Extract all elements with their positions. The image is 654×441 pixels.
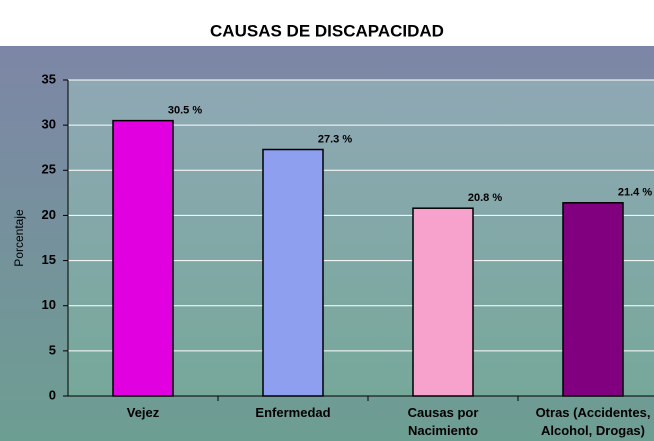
x-tick-label: Otras (Accidentes, Alcohol, Drogas)	[536, 405, 651, 438]
y-tick-label: 20	[42, 207, 56, 222]
y-tick-label: 0	[49, 387, 56, 402]
value-label: 20.8 %	[468, 192, 502, 204]
y-tick-label: 5	[49, 342, 56, 357]
value-label: 30.5 %	[168, 105, 202, 117]
x-tick-label: Causas por Nacimiento	[408, 405, 479, 438]
bar	[112, 119, 174, 397]
y-axis-label: Porcentaje	[12, 209, 26, 267]
value-label: 27.3 %	[318, 133, 352, 145]
value-label: 21.4 %	[618, 187, 652, 199]
bar	[562, 202, 624, 397]
y-tick-label: 30	[42, 117, 56, 132]
y-tick-label: 15	[42, 252, 56, 267]
y-tick-label: 35	[42, 71, 56, 86]
x-tick-label: Enfermedad	[255, 405, 330, 420]
bar	[412, 207, 474, 397]
y-tick-label: 25	[42, 162, 56, 177]
y-tick-label: 10	[42, 297, 56, 312]
x-tick-label: Vejez	[127, 405, 160, 420]
bar	[262, 148, 324, 397]
chart-title: CAUSAS DE DISCAPACIDAD	[210, 21, 444, 40]
